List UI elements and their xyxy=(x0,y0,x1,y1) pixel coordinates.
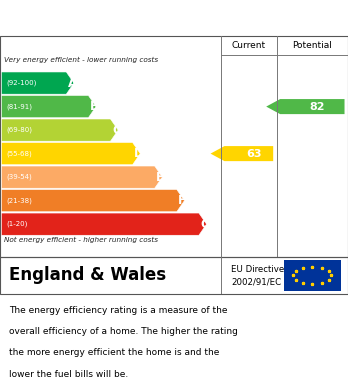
Text: 82: 82 xyxy=(310,102,325,111)
Text: Very energy efficient - lower running costs: Very energy efficient - lower running co… xyxy=(4,57,158,63)
Polygon shape xyxy=(266,99,345,114)
Polygon shape xyxy=(1,119,118,141)
Text: Current: Current xyxy=(232,41,266,50)
Text: the more energy efficient the home is and the: the more energy efficient the home is an… xyxy=(9,348,219,357)
Polygon shape xyxy=(1,166,162,188)
Text: The energy efficiency rating is a measure of the: The energy efficiency rating is a measur… xyxy=(9,306,227,315)
Text: EU Directive: EU Directive xyxy=(231,265,285,274)
Text: (55-68): (55-68) xyxy=(6,151,32,157)
Polygon shape xyxy=(1,190,184,212)
Text: F: F xyxy=(178,194,186,207)
Polygon shape xyxy=(1,142,140,165)
Text: E: E xyxy=(156,170,164,184)
Text: overall efficiency of a home. The higher the rating: overall efficiency of a home. The higher… xyxy=(9,327,238,336)
Text: lower the fuel bills will be.: lower the fuel bills will be. xyxy=(9,369,128,378)
Text: (21-38): (21-38) xyxy=(6,197,32,204)
Text: (1-20): (1-20) xyxy=(6,221,27,228)
Text: (39-54): (39-54) xyxy=(6,174,32,180)
Text: 2002/91/EC: 2002/91/EC xyxy=(231,277,282,286)
Polygon shape xyxy=(1,95,96,118)
Text: Energy Efficiency Rating: Energy Efficiency Rating xyxy=(9,11,230,25)
Text: C: C xyxy=(112,124,121,136)
Text: Potential: Potential xyxy=(292,41,332,50)
Text: (81-91): (81-91) xyxy=(6,103,32,110)
Text: Not energy efficient - higher running costs: Not energy efficient - higher running co… xyxy=(4,237,158,243)
Text: B: B xyxy=(90,100,99,113)
Text: (92-100): (92-100) xyxy=(6,80,37,86)
Text: D: D xyxy=(134,147,144,160)
FancyBboxPatch shape xyxy=(284,260,341,291)
Text: (69-80): (69-80) xyxy=(6,127,32,133)
Polygon shape xyxy=(1,72,74,94)
Text: England & Wales: England & Wales xyxy=(9,266,166,285)
Polygon shape xyxy=(211,146,273,161)
Text: G: G xyxy=(200,218,210,231)
Text: A: A xyxy=(68,77,77,90)
Polygon shape xyxy=(1,213,207,235)
Text: 63: 63 xyxy=(246,149,262,159)
